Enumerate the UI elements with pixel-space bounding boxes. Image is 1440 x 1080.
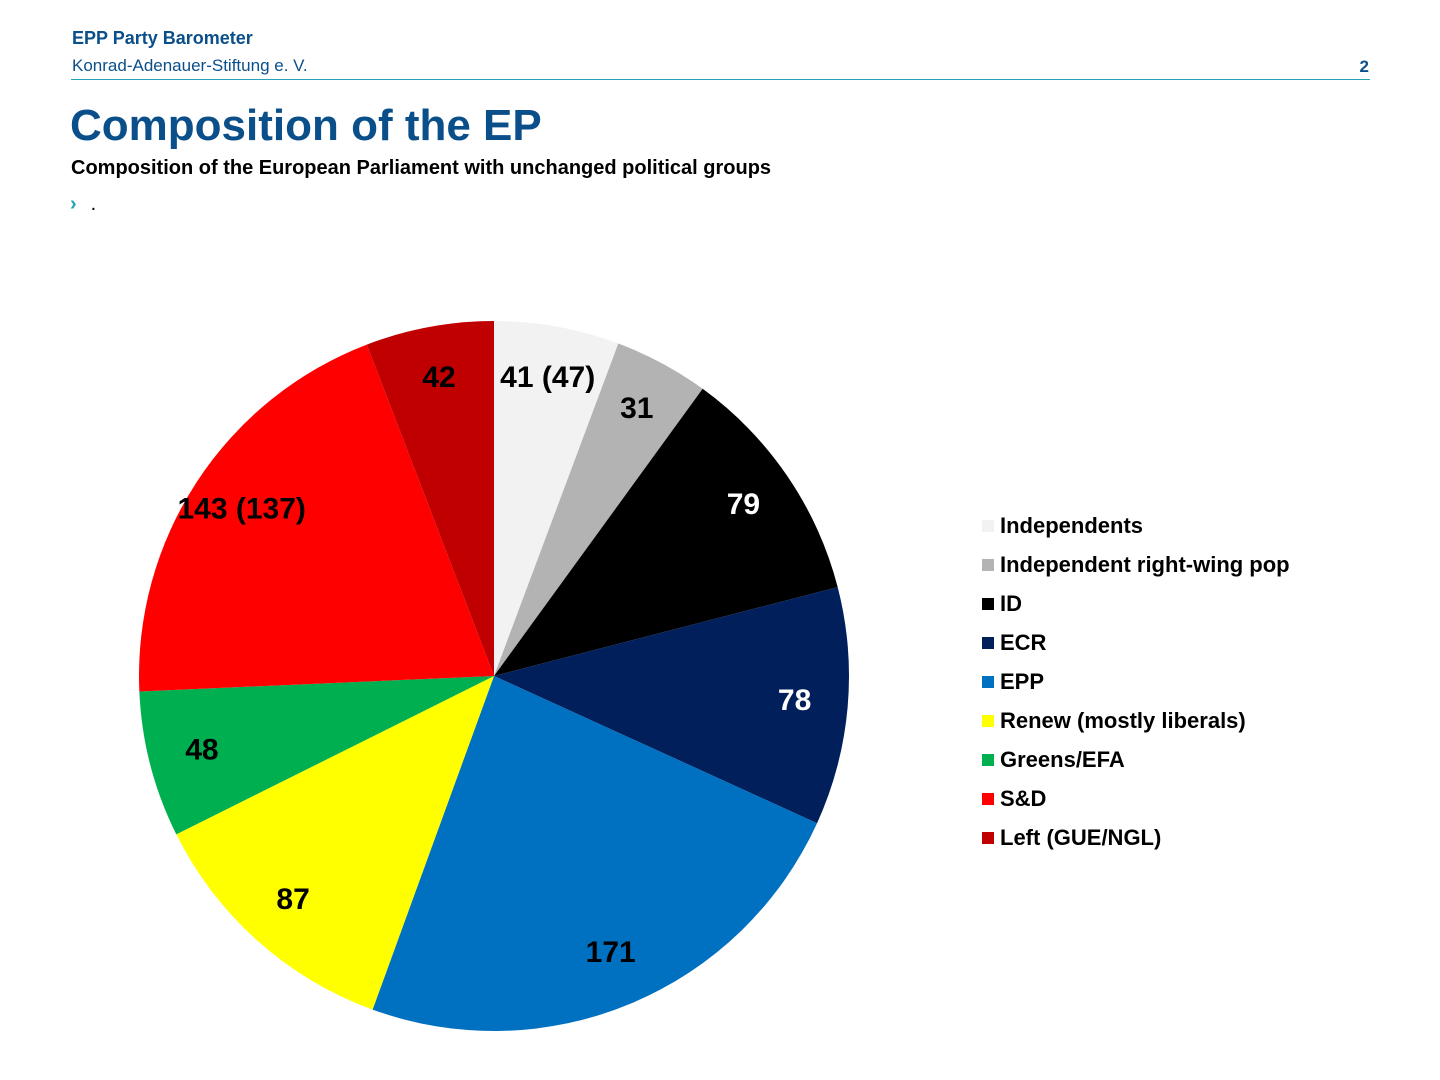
legend-item: Greens/EFA	[982, 740, 1310, 779]
pie-data-label: 78	[778, 684, 811, 717]
legend-swatch	[982, 519, 994, 532]
pie-data-labels: 41 (47) 31 79 78 171 87 48 143 (137) 42	[177, 361, 811, 969]
legend-swatch	[982, 714, 994, 727]
pie-slices	[139, 321, 849, 1032]
legend-label: S&D	[1000, 785, 1047, 811]
legend-label: Left (GUE/NGL)	[1000, 824, 1162, 850]
legend-item: ECR	[982, 623, 1310, 662]
pie-data-label: 143 (137)	[177, 493, 305, 526]
legend-label: Independents	[1000, 512, 1144, 538]
legend-item: Renew (mostly liberals)	[982, 701, 1310, 740]
legend-swatch	[982, 831, 994, 844]
pie-slice	[139, 344, 494, 692]
pie-data-label: 31	[620, 392, 653, 425]
bullet-row: ›.	[70, 193, 96, 216]
pie-slice	[494, 321, 619, 676]
pie-data-label: 79	[727, 488, 760, 521]
legend-item: EPP	[982, 662, 1310, 701]
bullet-text: .	[90, 193, 97, 215]
pie-slice	[139, 676, 494, 835]
legend-swatch	[982, 792, 994, 805]
pie-data-label: 41 (47)	[500, 361, 595, 394]
pie-data-label: 87	[276, 883, 309, 916]
chart-legend: Independents Independent right-wing pop ID…	[982, 506, 1310, 857]
header-org-title: EPP Party Barometer	[72, 28, 253, 48]
legend-label: Greens/EFA	[1000, 746, 1125, 772]
pie-data-label: 171	[586, 936, 636, 969]
page-number: 2	[1359, 57, 1369, 76]
pie-slice	[366, 321, 494, 676]
pie-slice	[494, 343, 703, 676]
legend-swatch	[982, 558, 994, 571]
chevron-right-icon: ›	[70, 193, 77, 215]
legend-swatch	[982, 597, 994, 610]
legend-item: Independent right-wing pop	[982, 545, 1310, 584]
slide-title: Composition of the EP	[70, 101, 542, 150]
legend-label: Renew (mostly liberals)	[1000, 707, 1246, 733]
legend-swatch	[982, 753, 994, 766]
legend-label: EPP	[1000, 668, 1045, 694]
legend-label: ID	[1000, 590, 1022, 616]
legend-item: Left (GUE/NGL)	[982, 818, 1310, 857]
legend-item: ID	[982, 584, 1310, 623]
pie-data-label: 48	[185, 734, 218, 767]
pie-data-label: 42	[422, 361, 455, 394]
legend-item: Independents	[982, 506, 1310, 545]
header-org-subtitle: Konrad-Adenauer-Stiftung e. V.	[72, 56, 308, 75]
header-divider	[71, 79, 1370, 80]
legend-item: S&D	[982, 779, 1310, 818]
pie-slice	[494, 388, 838, 676]
legend-label: ECR	[1000, 629, 1047, 655]
pie-slice	[176, 676, 495, 1010]
slide-subtitle: Composition of the European Parliament w…	[71, 157, 772, 179]
legend-swatch	[982, 636, 994, 649]
legend-swatch	[982, 675, 994, 688]
pie-slice	[494, 587, 849, 824]
pie-slice	[372, 676, 818, 1032]
legend-label: Independent right-wing pop	[1000, 551, 1290, 577]
